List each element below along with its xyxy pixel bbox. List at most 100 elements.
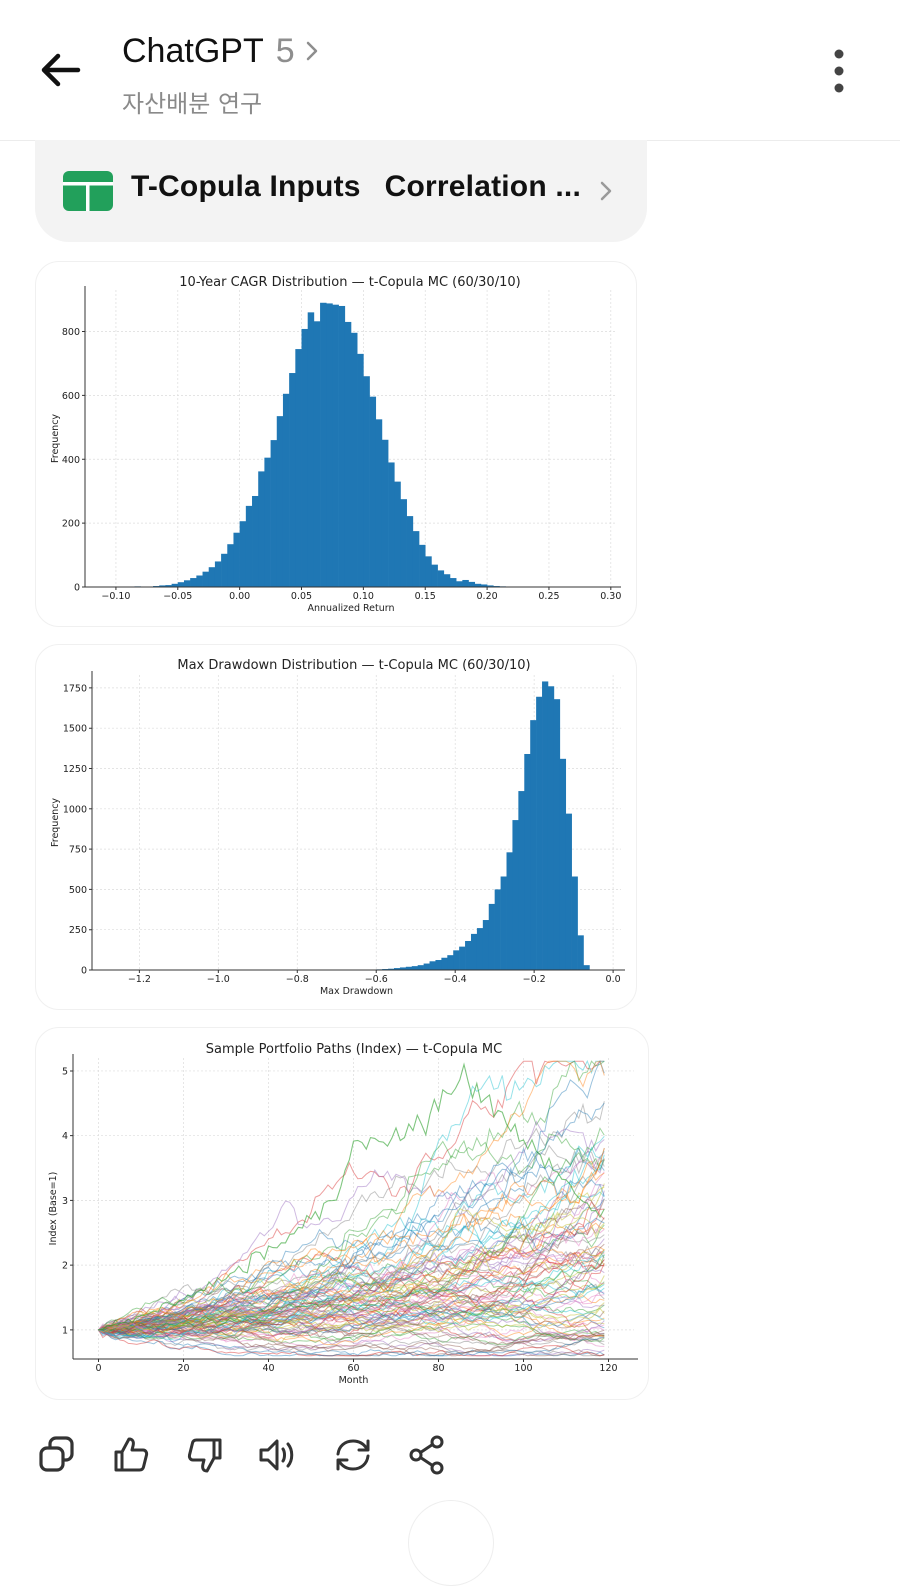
x-tick-label: 60 <box>347 1363 359 1374</box>
histogram-bar <box>184 580 190 587</box>
conversation-subtitle: 자산배분 연구 <box>122 84 323 119</box>
histogram-bar <box>388 462 394 587</box>
thumbs-down-icon <box>182 1432 228 1478</box>
histogram-bar <box>548 686 554 970</box>
chevron-right-icon <box>301 40 323 62</box>
histogram-bar <box>471 934 477 970</box>
histogram-bar <box>453 950 459 970</box>
histogram-bar <box>566 814 572 970</box>
histogram-bar <box>215 561 221 587</box>
y-tick-label: 1750 <box>63 683 87 694</box>
y-tick-label: 0 <box>74 583 80 594</box>
histogram-bar <box>295 349 301 587</box>
sheet-tab-correlation: Correlation ... <box>385 170 581 203</box>
chat-title-block[interactable]: ChatGPT 5 자산배분 연구 <box>122 30 323 119</box>
x-tick-label: 120 <box>599 1363 617 1374</box>
histogram-bar <box>178 582 184 587</box>
histogram-bar <box>438 570 444 587</box>
histogram-bar <box>424 964 430 970</box>
y-tick-label: 1 <box>62 1325 68 1336</box>
y-axis-label: Index (Base=1) <box>48 1172 59 1246</box>
histogram-bar <box>583 965 589 970</box>
histogram-bar <box>308 312 314 587</box>
histogram-bar <box>332 305 338 587</box>
histogram-bar <box>203 572 209 587</box>
x-tick-label: 0.20 <box>477 591 498 602</box>
model-name: ChatGPT <box>122 30 264 72</box>
chat-header: ChatGPT 5 자산배분 연구 <box>0 0 900 141</box>
y-tick-label: 1500 <box>63 724 87 735</box>
more-options-button[interactable] <box>822 46 856 98</box>
y-tick-label: 5 <box>62 1066 68 1077</box>
histogram-bar <box>283 394 289 587</box>
dislike-button[interactable] <box>182 1432 228 1478</box>
x-tick-label: 0.0 <box>606 974 621 985</box>
x-axis-label: Annualized Return <box>307 603 394 614</box>
portfolio-path <box>99 1061 605 1331</box>
y-tick-label: 1250 <box>63 764 87 775</box>
histogram-bar <box>196 576 202 587</box>
histogram-bar <box>456 581 462 587</box>
message-actions <box>0 1432 900 1480</box>
y-tick-label: 200 <box>62 519 80 530</box>
histogram-bar <box>495 889 501 970</box>
histogram-bar <box>190 578 196 587</box>
histogram-bar <box>444 574 450 587</box>
histogram-bar <box>382 440 388 587</box>
y-axis-label: Frequency <box>50 414 61 463</box>
share-button[interactable] <box>404 1432 450 1478</box>
x-tick-label: −1.2 <box>128 974 151 985</box>
refresh-icon <box>330 1432 376 1478</box>
read-aloud-button[interactable] <box>256 1432 302 1478</box>
histogram-bar <box>536 697 542 970</box>
thumbs-up-icon <box>108 1432 154 1478</box>
copy-icon <box>34 1432 80 1478</box>
chart-title: Sample Portfolio Paths (Index) — t-Copul… <box>206 1042 502 1057</box>
model-version: 5 <box>276 30 295 72</box>
y-tick-label: 800 <box>62 327 80 338</box>
histogram-bar <box>339 306 345 587</box>
histogram-bar <box>314 321 320 587</box>
histogram-bar <box>376 419 382 587</box>
back-button[interactable] <box>34 46 86 98</box>
histogram-bar <box>246 506 252 587</box>
regenerate-button[interactable] <box>330 1432 376 1478</box>
histogram-bar <box>450 578 456 587</box>
histogram-bar <box>419 545 425 587</box>
histogram-bar <box>302 329 308 587</box>
x-tick-label: 40 <box>262 1363 274 1374</box>
histogram-bar <box>258 471 264 587</box>
histogram-bar <box>407 516 413 587</box>
histogram-bar <box>413 531 419 587</box>
copy-button[interactable] <box>34 1432 80 1478</box>
histogram-bar <box>489 904 495 970</box>
histogram-bar <box>459 947 465 970</box>
histogram-bar <box>394 482 400 587</box>
histogram-bar <box>435 960 441 970</box>
histogram-bar <box>430 961 436 970</box>
scroll-down-hint[interactable] <box>408 1500 494 1586</box>
speaker-icon <box>256 1432 302 1478</box>
histogram-bar <box>240 521 246 587</box>
histogram-bar <box>289 373 295 587</box>
chevron-right-icon <box>595 180 617 202</box>
x-tick-label: 20 <box>177 1363 189 1374</box>
like-button[interactable] <box>108 1432 154 1478</box>
y-tick-label: 4 <box>62 1131 68 1142</box>
x-tick-label: 100 <box>514 1363 532 1374</box>
chart-title: 10-Year CAGR Distribution — t-Copula MC … <box>179 275 520 290</box>
x-tick-label: −0.6 <box>365 974 388 985</box>
x-tick-label: −0.8 <box>286 974 309 985</box>
histogram-bar <box>418 965 424 970</box>
histogram-bar <box>326 303 332 587</box>
histogram-bar <box>483 920 489 970</box>
x-tick-label: −0.10 <box>101 591 130 602</box>
histogram-bar <box>465 941 471 970</box>
y-tick-label: 250 <box>69 925 87 936</box>
histogram-bar <box>209 567 215 587</box>
